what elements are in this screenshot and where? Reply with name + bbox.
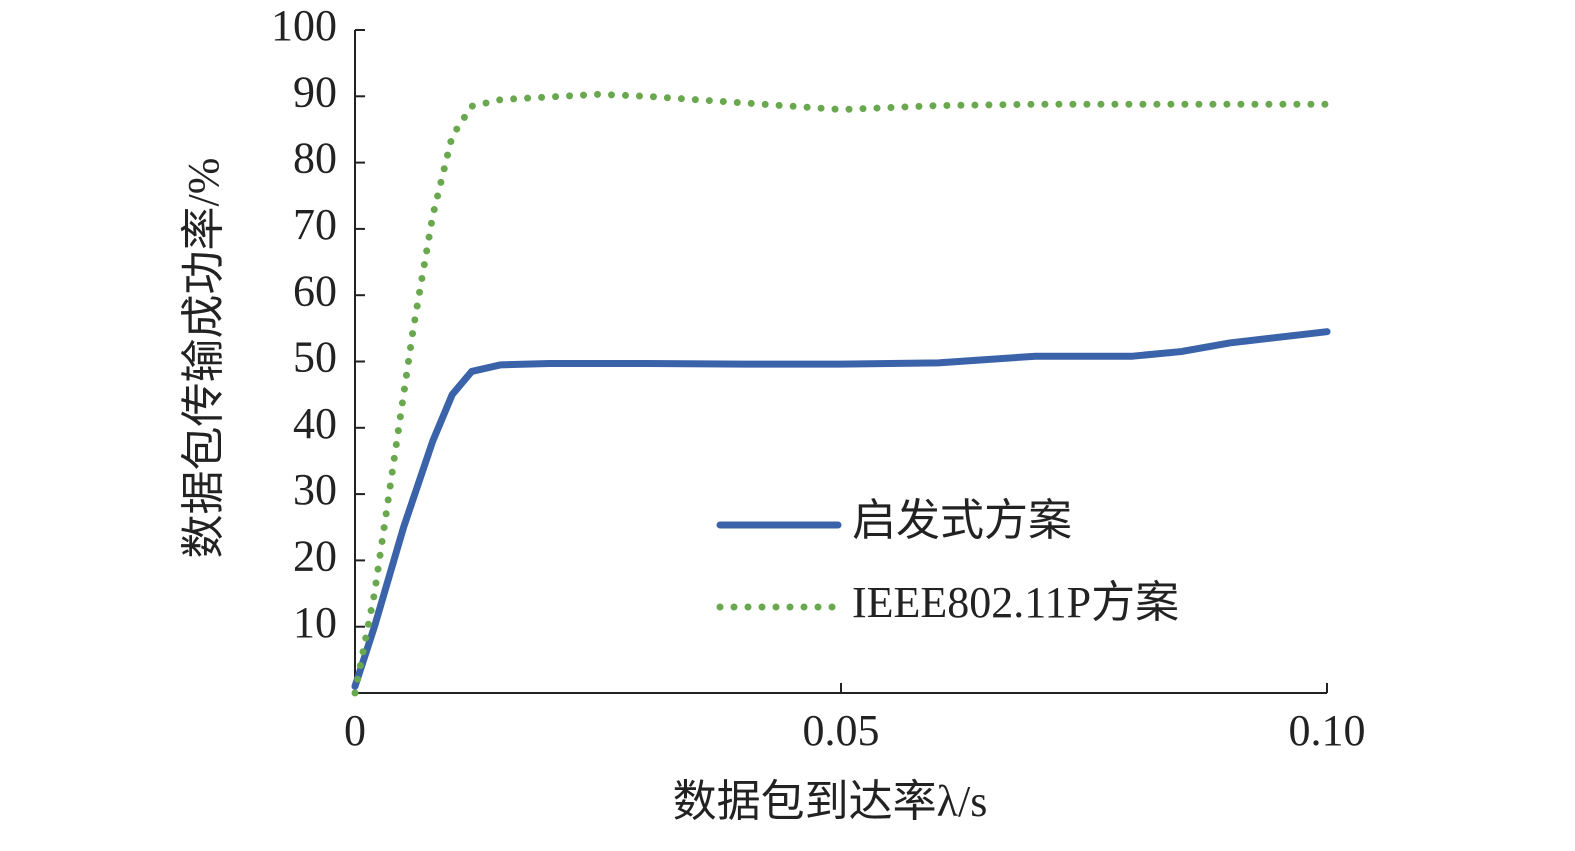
y-tick-label: 50 xyxy=(293,333,337,382)
x-tick-label: 0.10 xyxy=(1289,706,1366,755)
legend-label: IEEE802.11P方案 xyxy=(852,578,1179,627)
x-tick-label: 0.05 xyxy=(803,706,880,755)
y-tick-label: 100 xyxy=(271,1,337,50)
x-tick-label: 0 xyxy=(344,706,366,755)
x-axis-label: 数据包到达率λ/s xyxy=(673,777,988,826)
y-tick-label: 20 xyxy=(293,531,337,580)
y-tick-label: 80 xyxy=(293,134,337,183)
legend-label: 启发式方案 xyxy=(852,496,1072,545)
y-axis-label: 数据包传输成功率/% xyxy=(179,158,228,559)
y-tick-label: 10 xyxy=(293,598,337,647)
y-tick-label: 40 xyxy=(293,399,337,448)
series-line xyxy=(351,90,1331,697)
y-tick-label: 70 xyxy=(293,200,337,249)
y-tick-label: 60 xyxy=(293,266,337,315)
y-tick-label: 90 xyxy=(293,67,337,116)
y-tick-label: 30 xyxy=(293,465,337,514)
series-line xyxy=(351,328,1331,690)
